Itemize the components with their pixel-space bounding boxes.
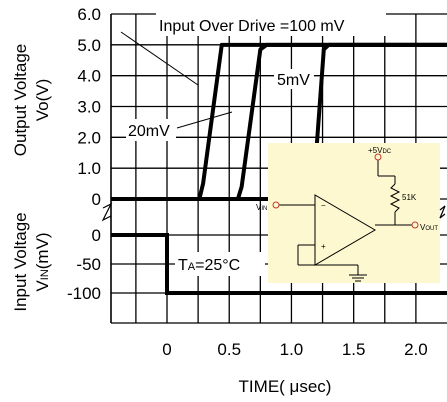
y-tick-label: 2.0 — [77, 128, 101, 147]
x-tick-label: 1.0 — [280, 340, 304, 359]
x-tick-label: 2.0 — [404, 340, 428, 359]
supply-terminal — [374, 153, 382, 161]
label-20mv: 20mV — [128, 123, 170, 140]
y-tick-label: 0 — [92, 190, 101, 209]
series-line-input — [111, 233, 447, 295]
plus-sign: + — [321, 242, 326, 251]
y-tick-label: 6.0 — [77, 5, 101, 24]
op-amp-symbol — [314, 194, 376, 266]
input-label: VIN — [256, 203, 267, 212]
label-20mv-background — [126, 119, 176, 141]
y-tick-label: -100 — [67, 284, 101, 303]
output-ylabel: Output Voltage — [11, 44, 30, 156]
circuit-inset: +5VDC 51K VIN VOUT − + — [256, 143, 440, 283]
output-label: VOUT — [420, 223, 438, 232]
y-tick-label: 0 — [92, 226, 101, 245]
y-tick-label: 5.0 — [77, 36, 101, 55]
input-ylabel-unit: VIN(mV) — [33, 232, 52, 291]
axis-break — [101, 202, 446, 222]
arrow-20mv — [176, 111, 233, 129]
x-tick-label: 1.5 — [342, 340, 366, 359]
y-tick-label: 4.0 — [77, 67, 101, 86]
x-tick-label: 0.5 — [217, 340, 241, 359]
chart-title: Input Over Drive =100 mV — [159, 18, 345, 35]
title-background — [156, 12, 386, 36]
output-ylabel-unit: Vo(V) — [33, 79, 52, 122]
temperature-label: TA=25°C — [178, 257, 240, 274]
resistor-label: 51K — [402, 193, 417, 202]
output-terminal — [411, 221, 419, 229]
labels: 6.0 5.0 4.0 3.0 2.0 1.0 0 0 -50 -100 0 0.5 1.0 1.5 2.0 — [67, 5, 428, 359]
annotations: Input Over Drive =100 mV 5mV 20mV TA=25°… — [120, 12, 386, 276]
label-5mv-background — [274, 69, 314, 89]
label-5mv: 5mV — [277, 72, 310, 89]
circuit-background — [268, 143, 440, 283]
minus-sign: − — [321, 201, 326, 210]
input-terminal — [272, 201, 280, 209]
arrow-100mv — [120, 31, 199, 86]
xlabel: TIME( μsec) — [239, 377, 332, 396]
resistor-symbol — [389, 183, 401, 213]
x-tick-label: 0 — [162, 340, 171, 359]
input-ylabel: Input Voltage — [11, 212, 30, 311]
ta-background — [175, 252, 265, 276]
y-tick-label: -50 — [76, 255, 101, 274]
y-tick-label: 3.0 — [77, 98, 101, 117]
y-tick-label: 1.0 — [77, 159, 101, 178]
supply-label: +5VDC — [368, 146, 392, 155]
